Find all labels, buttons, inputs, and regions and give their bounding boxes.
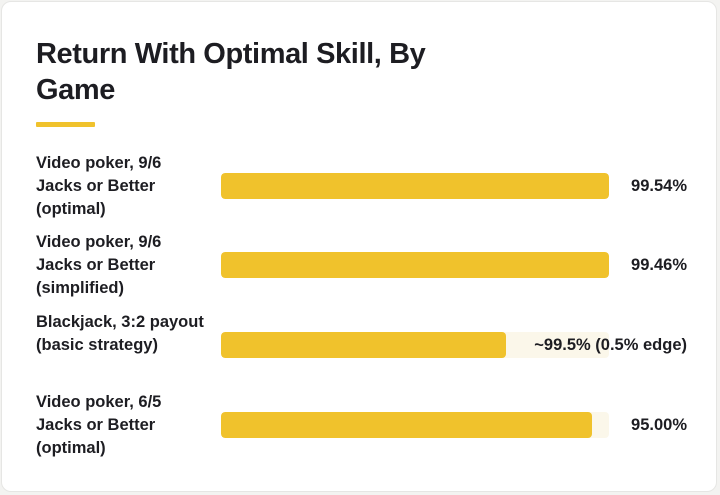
bar bbox=[221, 252, 609, 278]
bar-row: Blackjack, 3:2 payout (basic strategy) ~… bbox=[36, 311, 706, 383]
bar-track bbox=[221, 332, 609, 358]
bar-row: Video poker, 9/6 Jacks or Better (optima… bbox=[36, 152, 706, 224]
bar-value-label: 99.54% bbox=[631, 177, 687, 195]
title-accent-bar bbox=[36, 122, 95, 127]
bar bbox=[221, 412, 592, 438]
bar-row: Video poker, 6/5 Jacks or Better (optima… bbox=[36, 391, 706, 463]
bar-track bbox=[221, 252, 609, 278]
bar-value-label: 95.00% bbox=[631, 416, 687, 434]
bar bbox=[221, 173, 609, 199]
bar-label: Blackjack, 3:2 payout (basic strategy) bbox=[36, 313, 204, 354]
bar-value-label: ~99.5% (0.5% edge) bbox=[534, 336, 687, 354]
bar bbox=[221, 332, 507, 358]
bar-track bbox=[221, 173, 609, 199]
bar-value-label: 99.46% bbox=[631, 256, 687, 274]
bar-label: Video poker, 9/6 Jacks or Better (simpli… bbox=[36, 233, 162, 297]
bar-row: Video poker, 9/6 Jacks or Better (simpli… bbox=[36, 231, 706, 303]
bar-label: Video poker, 6/5 Jacks or Better (optima… bbox=[36, 393, 162, 457]
chart-title: Return With Optimal Skill, By Game bbox=[36, 38, 426, 106]
bar-label: Video poker, 9/6 Jacks or Better (optima… bbox=[36, 154, 162, 218]
bar-track bbox=[221, 412, 609, 438]
